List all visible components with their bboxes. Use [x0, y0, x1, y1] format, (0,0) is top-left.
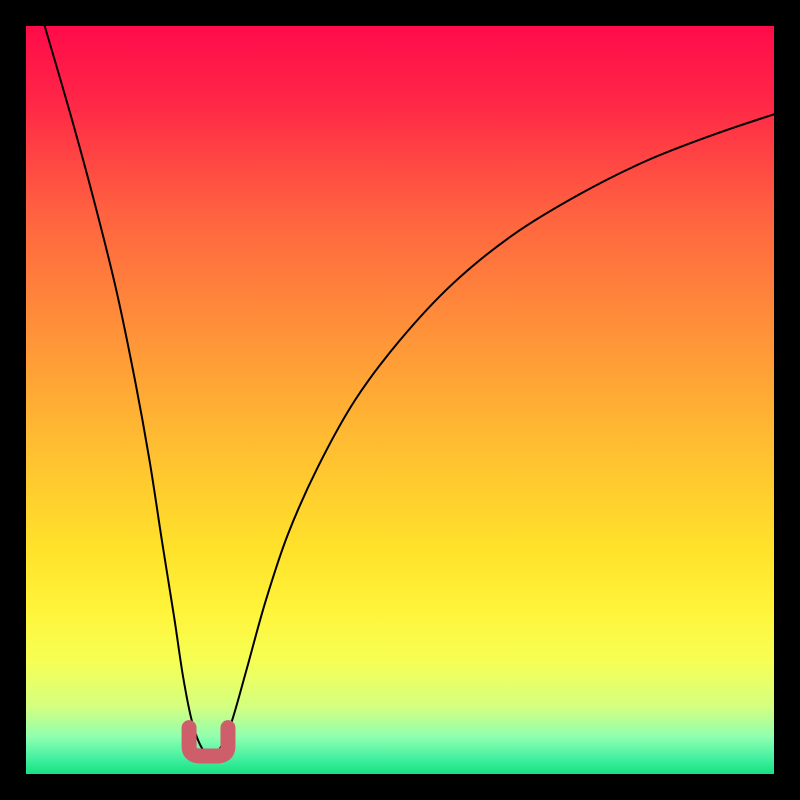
bottleneck-chart — [0, 0, 800, 800]
frame-border-bottom — [0, 774, 800, 800]
frame-border-right — [774, 0, 800, 800]
frame-border-top — [0, 0, 800, 26]
frame-border-left — [0, 0, 26, 800]
